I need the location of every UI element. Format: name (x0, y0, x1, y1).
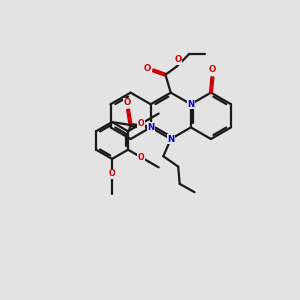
Text: O: O (144, 64, 151, 74)
Text: O: O (109, 169, 116, 178)
Text: N: N (187, 100, 194, 109)
Text: N: N (147, 123, 154, 132)
Text: O: O (209, 65, 216, 74)
Text: N: N (167, 134, 174, 143)
Text: O: O (124, 98, 131, 107)
Text: O: O (138, 153, 144, 162)
Text: O: O (174, 56, 182, 64)
Text: O: O (138, 119, 144, 128)
